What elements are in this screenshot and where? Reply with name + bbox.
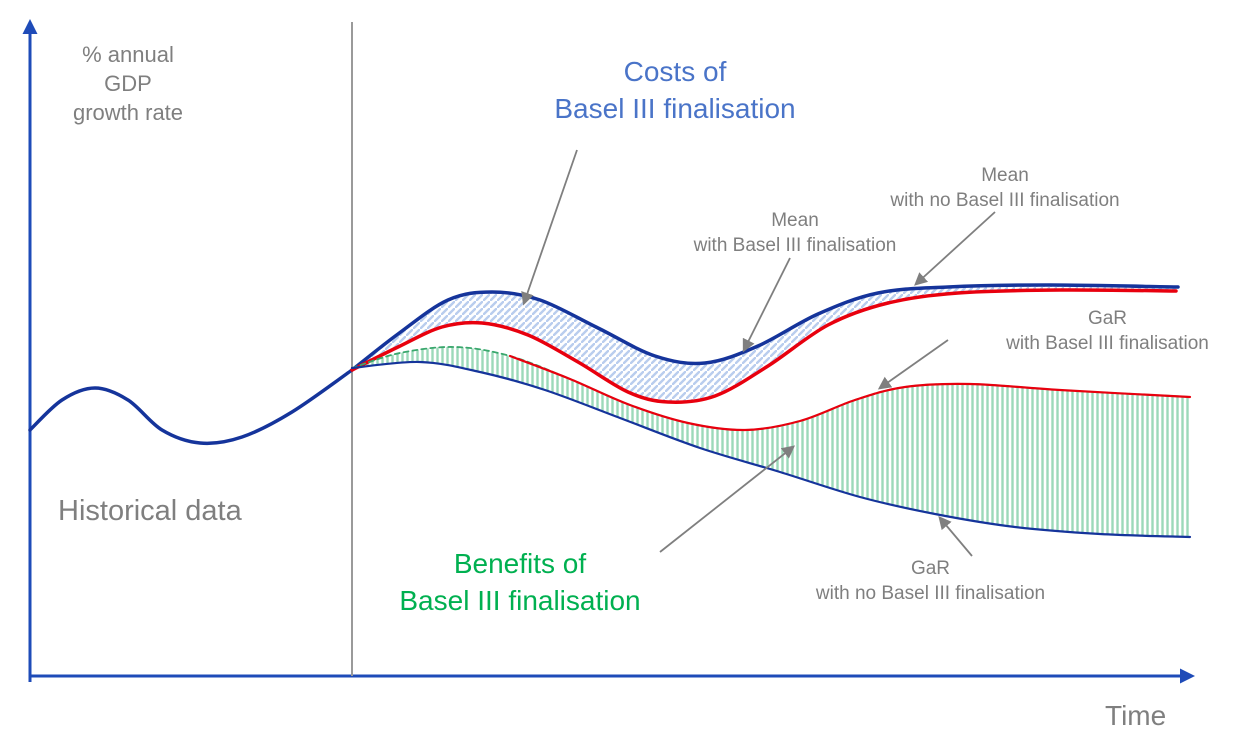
gar-no-basel-label-line1: GaR: [910, 558, 951, 579]
y-axis-label-line3: growth rate: [72, 100, 184, 126]
benefits-arrow: [659, 445, 796, 553]
benefits-area: [352, 346, 1190, 537]
gar-no-basel-label-line2: with no Basel III finalisation: [815, 583, 1046, 605]
gar-with-arrow: [877, 339, 949, 390]
gar-with-basel-label: GaR with Basel III finalisation: [985, 306, 1230, 356]
benefits-label-line2: Basel III finalisation: [399, 584, 641, 616]
benefits-label: Benefits of Basel III finalisation: [340, 546, 700, 620]
series-gar-with-basel-red: [508, 354, 1192, 432]
gar-no-basel-label: GaR with no Basel III finalisation: [798, 556, 1063, 606]
mean-with-basel-label-line1: Mean: [771, 210, 819, 231]
mean-no-basel-label-line2: with no Basel III finalisation: [890, 190, 1120, 212]
mean-with-basel-label-line2: with Basel III finalisation: [693, 235, 897, 257]
mean-no-basel-label: Mean with no Basel III finalisation: [855, 163, 1155, 213]
mean-no-basel-label-line1: Mean: [981, 165, 1029, 186]
axes-layer: [22, 19, 1195, 684]
gar-no-arrow: [938, 516, 973, 557]
series-mean-no-basel: [350, 283, 1180, 372]
costs-label-line1: Costs of: [623, 56, 727, 87]
x-axis-label: Time: [1105, 700, 1167, 731]
annotation-arrows-layer: [521, 149, 996, 557]
curves-layer: [28, 283, 1192, 539]
series-mean-with-basel: [350, 288, 1178, 404]
y-axis-label-line1: % annual: [82, 42, 174, 67]
series-historical: [28, 368, 354, 446]
historical-data-label: Historical data: [58, 495, 242, 527]
y-axis-label-line2: GDP: [104, 71, 152, 97]
costs-label: Costs of Basel III finalisation: [495, 54, 855, 128]
y-axis-label: % annual GDP growth rate: [38, 40, 218, 127]
gar-with-basel-label-line1: GaR: [1087, 308, 1128, 329]
mean-with-arrow: [742, 257, 791, 353]
series-gar-no-basel: [350, 360, 1192, 539]
mean-no-arrow: [914, 211, 996, 286]
mean-with-basel-label: Mean with Basel III finalisation: [665, 208, 925, 258]
costs-arrow: [521, 149, 578, 306]
gar-with-basel-label-line2: with Basel III finalisation: [1006, 333, 1209, 355]
costs-label-line2: Basel III finalisation: [554, 92, 796, 124]
benefits-label-line1: Benefits of: [453, 548, 587, 579]
